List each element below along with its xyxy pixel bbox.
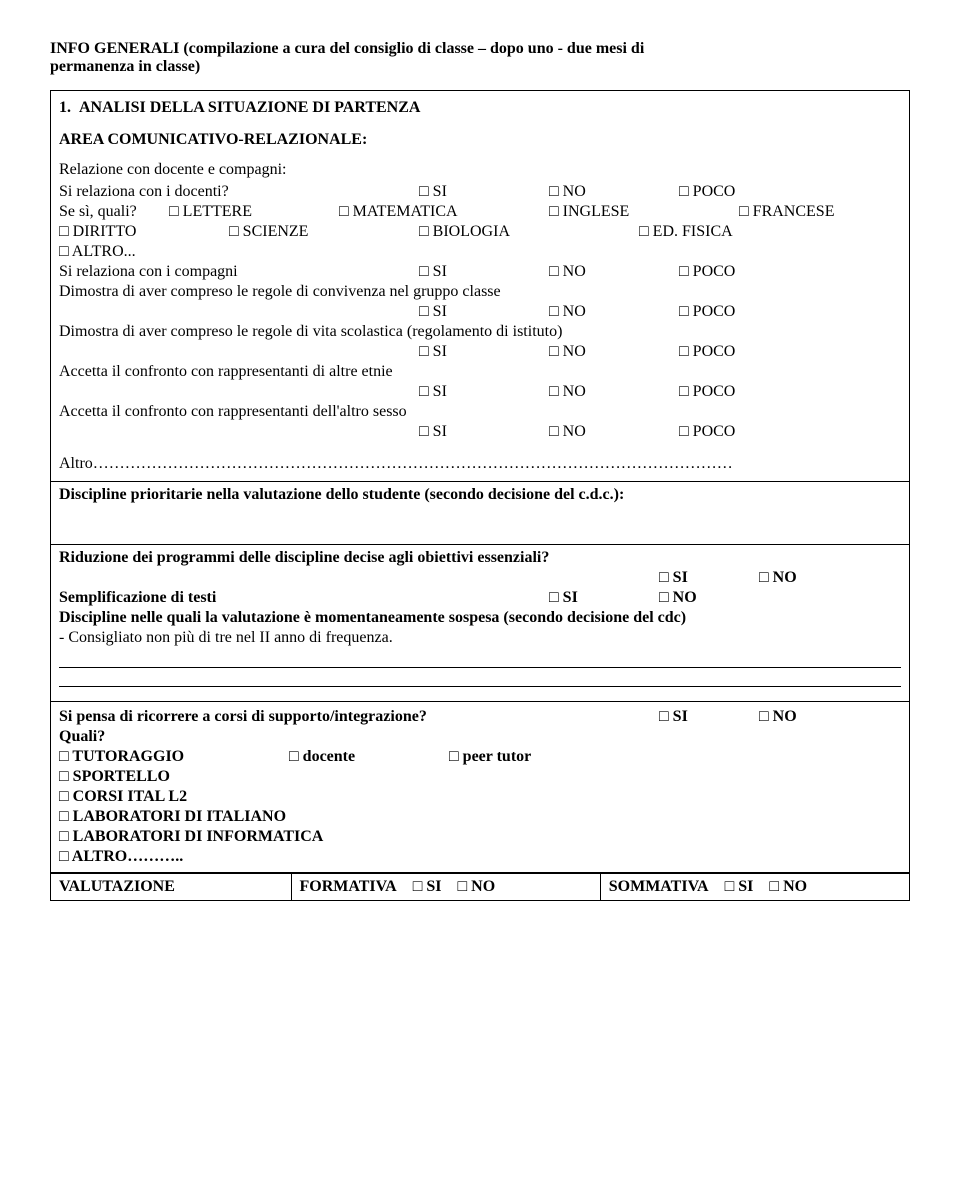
sommativa-si-cb[interactable]: □ (725, 878, 735, 896)
row-riduzione-cell: Riduzione dei programmi delle discipline… (51, 545, 910, 702)
labinf-label: LABORATORI DI INFORMATICA (73, 828, 324, 845)
corsi-no-cb[interactable]: □ (759, 708, 769, 726)
ital-cb[interactable]: □ (59, 788, 69, 806)
q3-no-cb[interactable]: □ (549, 303, 559, 321)
sempl-no-cb[interactable]: □ (659, 589, 669, 607)
corsi-si-cb[interactable]: □ (659, 708, 669, 726)
peer-cb[interactable]: □ (449, 748, 459, 766)
q4-si-cb[interactable]: □ (419, 343, 429, 361)
q6-poco-cb[interactable]: □ (679, 423, 689, 441)
q1-no-label: NO (563, 183, 586, 200)
subj-matematica: MATEMATICA (353, 203, 458, 220)
section1-num: 1. (59, 99, 71, 116)
subj-edfisica-cb[interactable]: □ (639, 223, 649, 241)
q1-si-label: SI (433, 183, 447, 200)
section1-cell: 1. ANALISI DELLA SITUAZIONE DI PARTENZA … (51, 91, 910, 482)
subj-edfisica: ED. FISICA (653, 223, 733, 240)
q5: Accetta il confronto con rappresentanti … (59, 363, 901, 381)
riduz-q: Riduzione dei programmi delle discipline… (59, 549, 901, 567)
subj-lettere: LETTERE (183, 203, 252, 220)
altro-dots[interactable] (93, 455, 733, 472)
subj-francese-cb[interactable]: □ (739, 203, 749, 221)
subj-biologia: BIOLOGIA (433, 223, 510, 240)
q4-no-cb[interactable]: □ (549, 343, 559, 361)
cons-line: - Consigliato non più di tre nel II anno… (59, 629, 901, 647)
row-discipline-cell: Discipline prioritarie nella valutazione… (51, 482, 910, 545)
subj-scienze: SCIENZE (243, 223, 309, 240)
doc-label: docente (303, 748, 355, 765)
discipline-label: Discipline prioritarie nella valutazione… (59, 486, 624, 503)
q1-no-checkbox[interactable]: □ (549, 183, 559, 201)
sport-label: SPORTELLO (73, 768, 170, 785)
riduz-si-cb[interactable]: □ (659, 569, 669, 587)
q5-si-cb[interactable]: □ (419, 383, 429, 401)
riduz-no-cb[interactable]: □ (759, 569, 769, 587)
q1: Si relaziona con i docenti? (59, 183, 419, 201)
q3: Dimostra di aver compreso le regole di c… (59, 283, 901, 301)
sempl-label: Semplificazione di testi (59, 589, 549, 607)
formativa-cell: FORMATIVA □ SI □ NO (291, 874, 600, 901)
q6-no-cb[interactable]: □ (549, 423, 559, 441)
intro-line1: INFO GENERALI (compilazione a cura del c… (50, 40, 644, 57)
corsi-altro-cb[interactable]: □ (59, 848, 69, 866)
q6-si-cb[interactable]: □ (419, 423, 429, 441)
subj-inglese-cb[interactable]: □ (549, 203, 559, 221)
corsi-altro-label: ALTRO……….. (72, 848, 183, 865)
sport-cb[interactable]: □ (59, 768, 69, 786)
labit-label: LABORATORI DI ITALIANO (73, 808, 286, 825)
sommativa-cell: SOMMATIVA □ SI □ NO (600, 874, 909, 901)
q1-poco-checkbox[interactable]: □ (679, 183, 689, 201)
subj-lettere-cb[interactable]: □ (169, 203, 179, 221)
q1-poco-label: POCO (693, 183, 736, 200)
q6: Accetta il confronto con rappresentanti … (59, 403, 901, 421)
blank-line-2[interactable] (59, 668, 901, 687)
section1-title: ANALISI DELLA SITUAZIONE DI PARTENZA (79, 99, 420, 116)
sommativa-no-cb[interactable]: □ (769, 878, 779, 896)
subj-diritto: DIRITTO (73, 223, 137, 240)
q4: Dimostra di aver compreso le regole di v… (59, 323, 901, 341)
formativa-si-cb[interactable]: □ (413, 878, 423, 896)
row-corsi-cell: Si pensa di ricorrere a corsi di support… (51, 702, 910, 873)
q3-si-cb[interactable]: □ (419, 303, 429, 321)
area-label: AREA COMUNICATIVO-RELAZIONALE: (59, 131, 901, 149)
valutazione-label: VALUTAZIONE (59, 878, 175, 895)
q4-poco-cb[interactable]: □ (679, 343, 689, 361)
subj-matematica-cb[interactable]: □ (339, 203, 349, 221)
q3-poco-cb[interactable]: □ (679, 303, 689, 321)
blank-line-1[interactable] (59, 649, 901, 668)
formativa-label: FORMATIVA (300, 878, 397, 895)
peer-label: peer tutor (463, 748, 532, 765)
labit-cb[interactable]: □ (59, 808, 69, 826)
subj-scienze-cb[interactable]: □ (229, 223, 239, 241)
subj-francese: FRANCESE (753, 203, 835, 220)
q2-poco-cb[interactable]: □ (679, 263, 689, 281)
q5-poco-cb[interactable]: □ (679, 383, 689, 401)
q2: Si relaziona con i compagni (59, 263, 419, 281)
relazione-label: Relazione con docente e compagni: (59, 161, 286, 178)
se-si-label: Se sì, quali? (59, 203, 169, 221)
sommativa-label: SOMMATIVA (609, 878, 709, 895)
intro-line2: permanenza in classe) (50, 58, 200, 75)
subj-altro-cb[interactable]: □ (59, 243, 69, 261)
subj-biologia-cb[interactable]: □ (419, 223, 429, 241)
tut-cb[interactable]: □ (59, 748, 69, 766)
ital-label: CORSI ITAL L2 (73, 788, 187, 805)
q2-no-cb[interactable]: □ (549, 263, 559, 281)
corsi-q: Si pensa di ricorrere a corsi di support… (59, 708, 659, 726)
doc-cb[interactable]: □ (289, 748, 299, 766)
subj-inglese: INGLESE (563, 203, 630, 220)
formativa-no-cb[interactable]: □ (458, 878, 468, 896)
labinf-cb[interactable]: □ (59, 828, 69, 846)
q5-no-cb[interactable]: □ (549, 383, 559, 401)
q2-si-cb[interactable]: □ (419, 263, 429, 281)
altro-line: Altro (59, 455, 93, 472)
subj-diritto-cb[interactable]: □ (59, 223, 69, 241)
sempl-si-cb[interactable]: □ (549, 589, 559, 607)
q1-si-checkbox[interactable]: □ (419, 183, 429, 201)
valutazione-cell: VALUTAZIONE (51, 874, 292, 901)
cdc-line: Discipline nelle quali la valutazione è … (59, 609, 901, 627)
tut-label: TUTORAGGIO (72, 748, 184, 765)
quali-label: Quali? (59, 728, 901, 746)
subj-altro: ALTRO... (72, 243, 136, 260)
